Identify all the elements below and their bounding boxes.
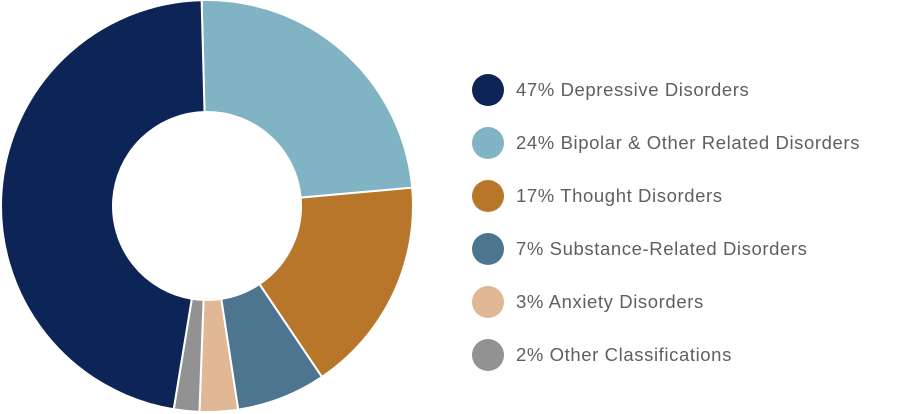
donut-slice <box>200 0 414 199</box>
chart-legend: 47% Depressive Disorders 24% Bipolar & O… <box>472 63 900 381</box>
legend-label: 2% Other Classifications <box>516 343 732 365</box>
legend-swatch <box>472 179 504 212</box>
donut-slice <box>0 0 206 411</box>
legend-swatch <box>472 73 504 106</box>
legend-swatch <box>472 338 504 371</box>
legend-item: 3% Anxiety Disorders <box>472 275 900 328</box>
legend-item: 17% Thought Disorders <box>472 169 900 222</box>
legend-swatch <box>472 285 504 318</box>
legend-item: 24% Bipolar & Other Related Disorders <box>472 116 900 169</box>
legend-label: 7% Substance-Related Disorders <box>516 237 808 259</box>
legend-item: 2% Other Classifications <box>472 328 900 381</box>
legend-label: 47% Depressive Disorders <box>516 78 750 100</box>
donut-slice <box>258 186 414 379</box>
legend-swatch <box>472 126 504 159</box>
legend-item: 47% Depressive Disorders <box>472 63 900 116</box>
donut-chart <box>0 0 414 413</box>
legend-label: 17% Thought Disorders <box>516 184 723 206</box>
legend-swatch <box>472 232 504 265</box>
legend-label: 24% Bipolar & Other Related Disorders <box>516 131 861 153</box>
legend-label: 3% Anxiety Disorders <box>516 290 704 312</box>
legend-item: 7% Substance-Related Disorders <box>472 222 900 275</box>
